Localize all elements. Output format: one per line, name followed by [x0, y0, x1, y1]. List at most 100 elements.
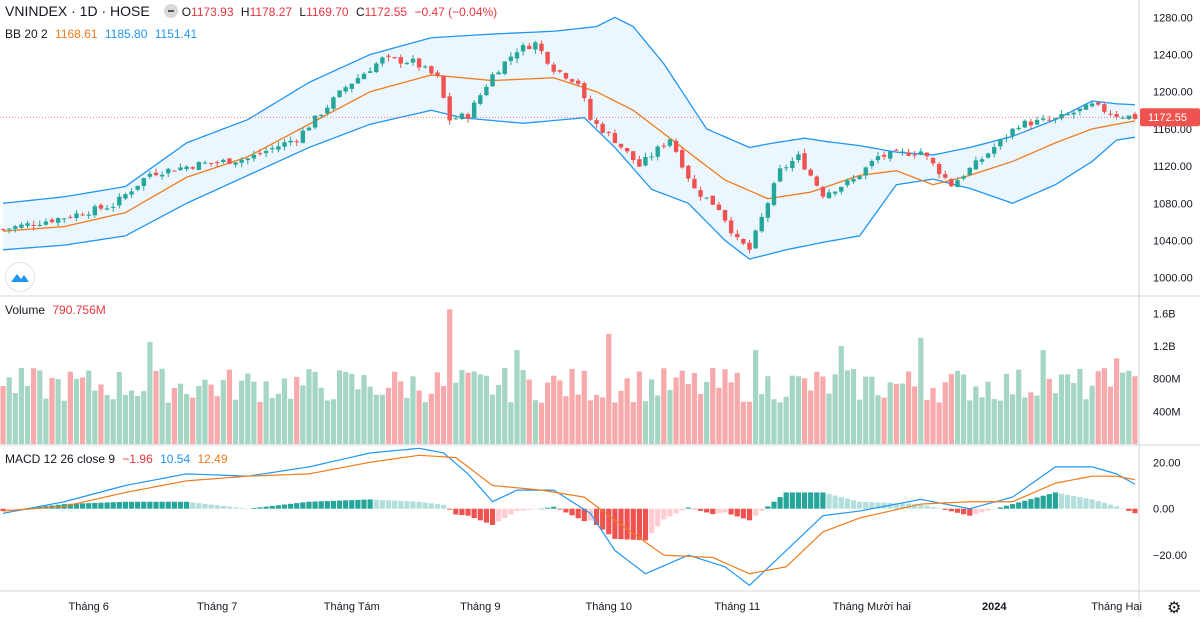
candle-body [423, 66, 428, 68]
candle-body [594, 120, 599, 124]
candle-body [441, 75, 446, 98]
open-value: 1173.93 [191, 5, 234, 19]
macd-histogram-bar [691, 508, 698, 510]
candle-body [233, 162, 238, 165]
volume-bar [1077, 368, 1083, 444]
time-tick-label: Tháng 10 [586, 601, 632, 613]
candle-body [62, 218, 67, 220]
volume-bar [679, 370, 685, 444]
volume-bar [1003, 373, 1010, 444]
bb-legend[interactable]: BB 20 2 1168.61 1185.80 1151.41 [5, 27, 201, 41]
volume-bar [722, 369, 728, 444]
macd-histogram-bar [636, 508, 642, 541]
volume-bar [844, 370, 850, 444]
macd-histogram-bar [483, 508, 490, 523]
macd-histogram-bar [740, 508, 746, 519]
candle-body [184, 166, 189, 170]
candle-body [0, 229, 6, 231]
volume-bar [869, 376, 875, 444]
candle-body [484, 86, 489, 96]
macd-histogram-bar [1034, 497, 1040, 509]
macd-histogram-bar [312, 501, 318, 509]
macd-histogram-bar [367, 499, 373, 509]
candle-body [398, 57, 403, 64]
candle-body [55, 218, 61, 223]
macd-histogram-bar [520, 508, 526, 511]
candle-body [410, 58, 416, 63]
volume-bar [477, 374, 483, 444]
macd-histogram-bar [661, 508, 667, 520]
candle-body [343, 87, 348, 92]
volume-bar [857, 399, 863, 444]
candle-body [967, 167, 972, 175]
macd-histogram-bar [930, 506, 936, 509]
volume-bar [447, 309, 453, 444]
candle-body [759, 216, 764, 232]
candle-body [355, 78, 361, 84]
candle-body [692, 178, 697, 189]
macd-histogram-bar [893, 503, 899, 509]
volume-bar [31, 368, 37, 444]
change-value: −0.47 (−0.04%) [414, 5, 498, 19]
volume-bar [820, 376, 826, 444]
macd-histogram-bar [165, 501, 171, 509]
volume-bar [453, 382, 459, 444]
volume-bar [257, 401, 263, 444]
candle-body [429, 66, 434, 74]
macd-histogram-bar [214, 505, 220, 509]
macd-legend[interactable]: MACD 12 26 close 9 −1.96 10.54 12.49 [5, 452, 232, 466]
candle-body [606, 132, 611, 134]
macd-histogram-bar [153, 501, 159, 509]
candle-body [551, 64, 556, 72]
candle-body [998, 139, 1003, 147]
price-badge-label: 1172.55 [1148, 112, 1187, 124]
volume-bar [808, 390, 814, 444]
candle-body [159, 174, 165, 177]
macd-histogram-bar [673, 508, 679, 514]
minus-icon[interactable] [163, 4, 178, 18]
macd-histogram-bar [526, 508, 532, 510]
candle-body [881, 154, 887, 157]
volume-bar [826, 393, 832, 444]
candle-body [857, 176, 862, 180]
volume-bar [948, 374, 954, 444]
macd-histogram-bar [245, 508, 251, 510]
volume-tick-label: 800M [1153, 374, 1181, 386]
volume-bar [239, 380, 245, 444]
macd-histogram-bar [428, 503, 434, 509]
volume-bar [496, 384, 502, 444]
tradingview-logo-icon[interactable] [5, 262, 35, 292]
candle-body [820, 186, 826, 197]
volume-bar [710, 367, 716, 444]
candle-body [918, 151, 924, 155]
volume-legend[interactable]: Volume 790.756M [5, 303, 110, 317]
volume-bar [936, 402, 942, 444]
volume-name: Volume [5, 303, 46, 317]
macd-histogram-bar [875, 502, 881, 509]
time-tick-label: Tháng 7 [197, 601, 237, 613]
volume-bar [214, 396, 220, 444]
macd-histogram-bar [343, 500, 349, 509]
volume-bar [771, 399, 777, 444]
macd-histogram-bar [1132, 508, 1138, 514]
macd-histogram-bar [918, 504, 924, 509]
volume-bar [18, 367, 25, 444]
macd-histogram-bar [159, 501, 165, 509]
gear-icon[interactable]: ⚙ [1167, 600, 1182, 617]
volume-bar [104, 394, 110, 444]
volume-bar [196, 386, 202, 444]
volume-bar [147, 341, 153, 444]
volume-bar [1126, 370, 1132, 444]
volume-bar [648, 379, 655, 444]
macd-histogram-bar [924, 505, 930, 509]
macd-histogram-bar [569, 508, 575, 516]
macd-histogram-bar [239, 508, 245, 509]
symbol-label[interactable]: VNINDEX · 1D · HOSE [5, 3, 150, 19]
volume-bar [997, 400, 1003, 444]
macd-histogram-bar [1009, 504, 1016, 509]
macd-histogram-bar [844, 498, 850, 509]
macd-histogram-bar [355, 499, 361, 509]
bb-name: BB 20 2 [5, 27, 48, 41]
candle-body [728, 220, 734, 234]
volume-bar [655, 395, 661, 444]
